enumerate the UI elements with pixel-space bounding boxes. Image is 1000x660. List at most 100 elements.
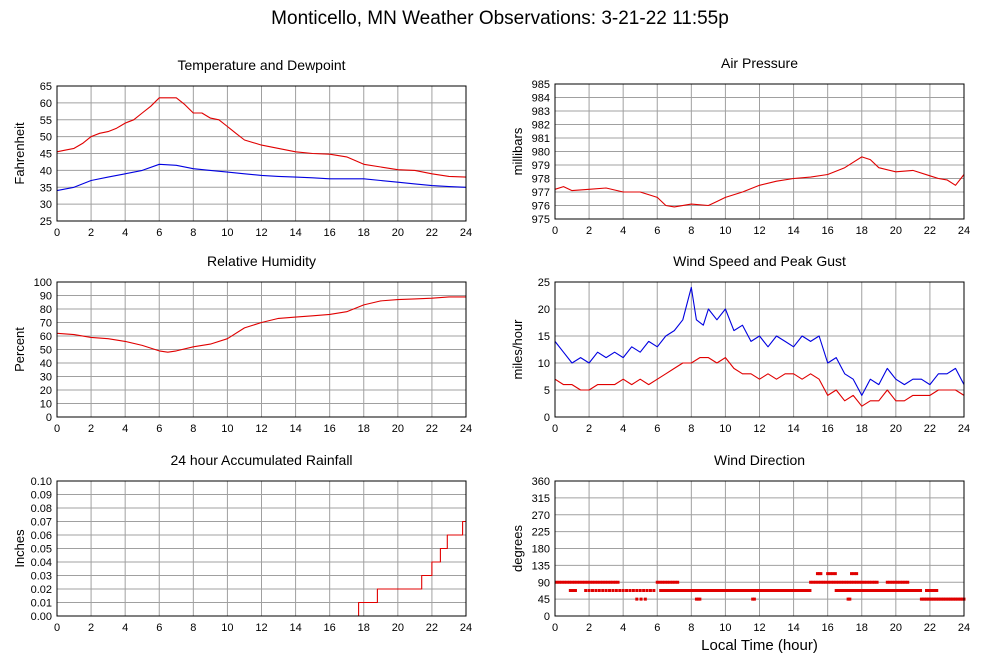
plot-frame: [554, 480, 965, 617]
data-point: [919, 597, 923, 601]
x-tick-label: 16: [822, 225, 834, 237]
data-point: [943, 597, 947, 601]
y-tick-label: 0.07: [31, 517, 52, 529]
data-point: [850, 589, 854, 592]
y-tick-label: 45: [538, 594, 550, 606]
x-tick-label: 4: [620, 225, 626, 237]
data-point: [852, 580, 856, 584]
y-tick-label: 20: [40, 385, 52, 397]
y-tick-label: 0.08: [31, 503, 52, 515]
data-point: [837, 589, 841, 592]
data-point: [583, 580, 587, 584]
data-point: [716, 589, 720, 592]
x-tick-label: 6: [654, 423, 660, 435]
x-tick-label: 4: [122, 423, 128, 435]
data-point: [573, 589, 577, 592]
data-point: [839, 589, 843, 592]
data-point: [584, 589, 588, 592]
x-tick-label: 14: [787, 423, 799, 435]
data-point: [752, 597, 756, 601]
data-point: [663, 589, 667, 592]
data-point: [689, 589, 693, 592]
y-tick-label: 270: [532, 510, 550, 522]
x-tick-label: 10: [221, 423, 233, 435]
y-tick-label: 0: [544, 611, 550, 623]
y-tick-label: 45: [40, 149, 52, 161]
data-point: [785, 589, 789, 592]
x-tick-label: 0: [552, 225, 558, 237]
data-point: [777, 589, 781, 592]
data-point: [621, 589, 625, 592]
y-tick-label: 50: [40, 132, 52, 144]
data-point: [857, 589, 861, 592]
data-point: [570, 580, 574, 584]
data-point: [704, 589, 708, 592]
x-tick-label: 10: [221, 622, 233, 634]
data-point: [714, 589, 718, 592]
data-point: [852, 589, 856, 592]
series-line-red: [554, 357, 965, 407]
y-tick-label: 0: [46, 412, 52, 424]
x-tick-label: 2: [88, 423, 94, 435]
x-tick-label: 2: [88, 227, 94, 239]
data-point: [652, 589, 656, 592]
x-tick-label: 6: [654, 622, 660, 634]
data-point: [903, 580, 907, 584]
data-point: [948, 597, 952, 601]
data-point: [885, 580, 889, 584]
data-point: [837, 580, 841, 584]
x-tick-label: 14: [289, 423, 301, 435]
y-tick-label: 0.00: [31, 611, 52, 623]
data-point: [898, 580, 902, 584]
data-point: [802, 589, 806, 592]
data-point: [875, 589, 879, 592]
data-point: [631, 589, 635, 592]
x-tick-label: 14: [787, 622, 799, 634]
x-tick-label: 14: [787, 225, 799, 237]
y-tick-label: 977: [532, 187, 550, 199]
data-point: [596, 580, 600, 584]
data-point: [888, 589, 892, 592]
data-point: [763, 589, 767, 592]
data-point: [931, 597, 935, 601]
data-point: [696, 597, 700, 601]
data-point: [659, 589, 663, 592]
data-point: [827, 580, 831, 584]
data-point: [857, 580, 861, 584]
x-tick-label: 22: [426, 423, 438, 435]
data-point: [890, 589, 894, 592]
data-point: [687, 589, 691, 592]
data-point: [618, 589, 622, 592]
data-point: [601, 589, 605, 592]
data-point: [673, 589, 677, 592]
x-tick-label: 22: [924, 423, 936, 435]
data-point: [796, 589, 800, 592]
data-point: [935, 589, 939, 592]
data-point: [852, 572, 856, 576]
data-point: [927, 589, 931, 592]
data-point: [870, 580, 874, 584]
data-point: [606, 580, 610, 584]
data-point: [683, 589, 687, 592]
y-tick-label: 30: [40, 372, 52, 384]
data-point: [594, 589, 598, 592]
y-tick-label: 60: [40, 331, 52, 343]
data-point: [844, 580, 848, 584]
x-tick-label: 12: [255, 423, 267, 435]
y-tick-label: 80: [40, 304, 52, 316]
x-tick-label: 10: [719, 225, 731, 237]
x-tick-label: 10: [719, 423, 731, 435]
y-tick-label: 225: [532, 527, 550, 539]
data-point: [655, 580, 659, 584]
data-point: [947, 597, 951, 601]
y-tick-label: 10: [40, 399, 52, 411]
data-point: [695, 589, 699, 592]
data-point: [883, 589, 887, 592]
data-point: [751, 597, 755, 601]
data-point: [669, 589, 673, 592]
data-point: [811, 580, 815, 584]
data-point: [693, 589, 697, 592]
y-tick-label: 65: [40, 81, 52, 93]
data-point: [555, 580, 559, 584]
